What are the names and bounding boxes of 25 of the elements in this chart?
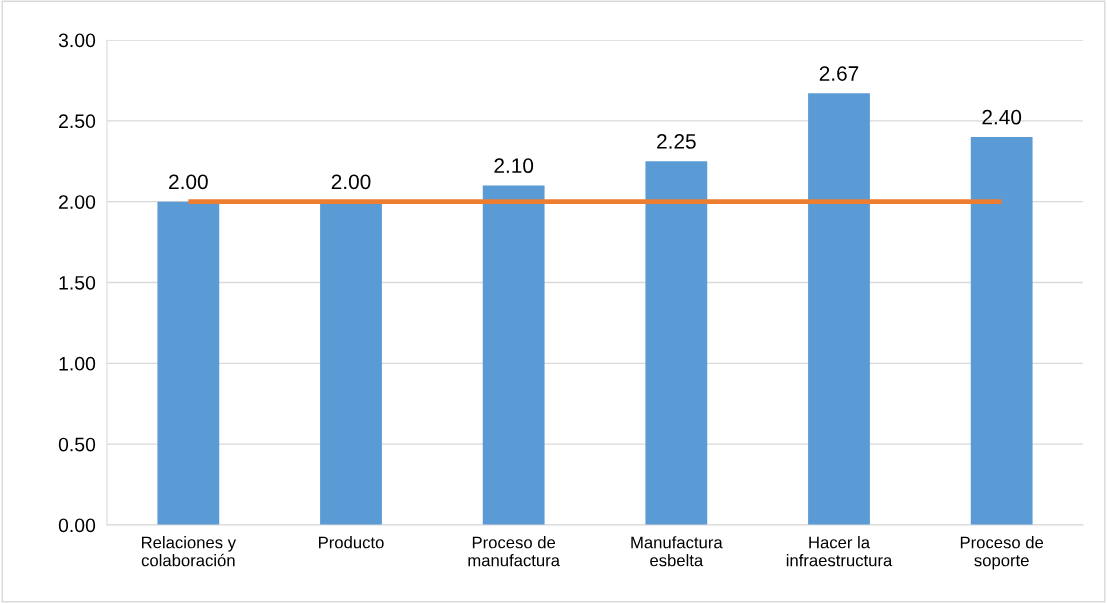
bar: [320, 201, 382, 525]
y-tick-label: 0.00: [58, 518, 96, 533]
data-label: 2.25: [657, 134, 696, 149]
data-label: 2.67: [819, 66, 859, 81]
data-label: 2.40: [982, 109, 1022, 125]
bar: [645, 161, 708, 525]
y-tick-label: 1.00: [59, 356, 96, 371]
bar: [808, 93, 870, 525]
x-tick-label: Producto: [319, 536, 384, 549]
data-label: 2.00: [331, 174, 371, 190]
y-tick-label: 1.50: [59, 275, 96, 290]
bar: [482, 185, 545, 525]
x-tick-label: Hacer la infraestructura: [786, 536, 893, 567]
y-tick-label: 2.50: [59, 114, 96, 129]
data-label: 2.00: [169, 174, 208, 190]
data-label: 2.10: [494, 158, 534, 174]
x-tick-label: Proceso de manufactura: [468, 536, 560, 567]
y-tick-label: 3.00: [58, 33, 96, 48]
x-tick-label: Proceso de soporte: [960, 536, 1044, 570]
x-tick-label: Relaciones y colaboración: [141, 536, 237, 567]
bar: [970, 137, 1033, 525]
bar: [157, 201, 220, 525]
x-tick-label: Manufactura esbelta: [631, 536, 723, 567]
y-tick-label: 2.00: [59, 195, 96, 209]
y-tick-label: 0.50: [58, 437, 96, 452]
